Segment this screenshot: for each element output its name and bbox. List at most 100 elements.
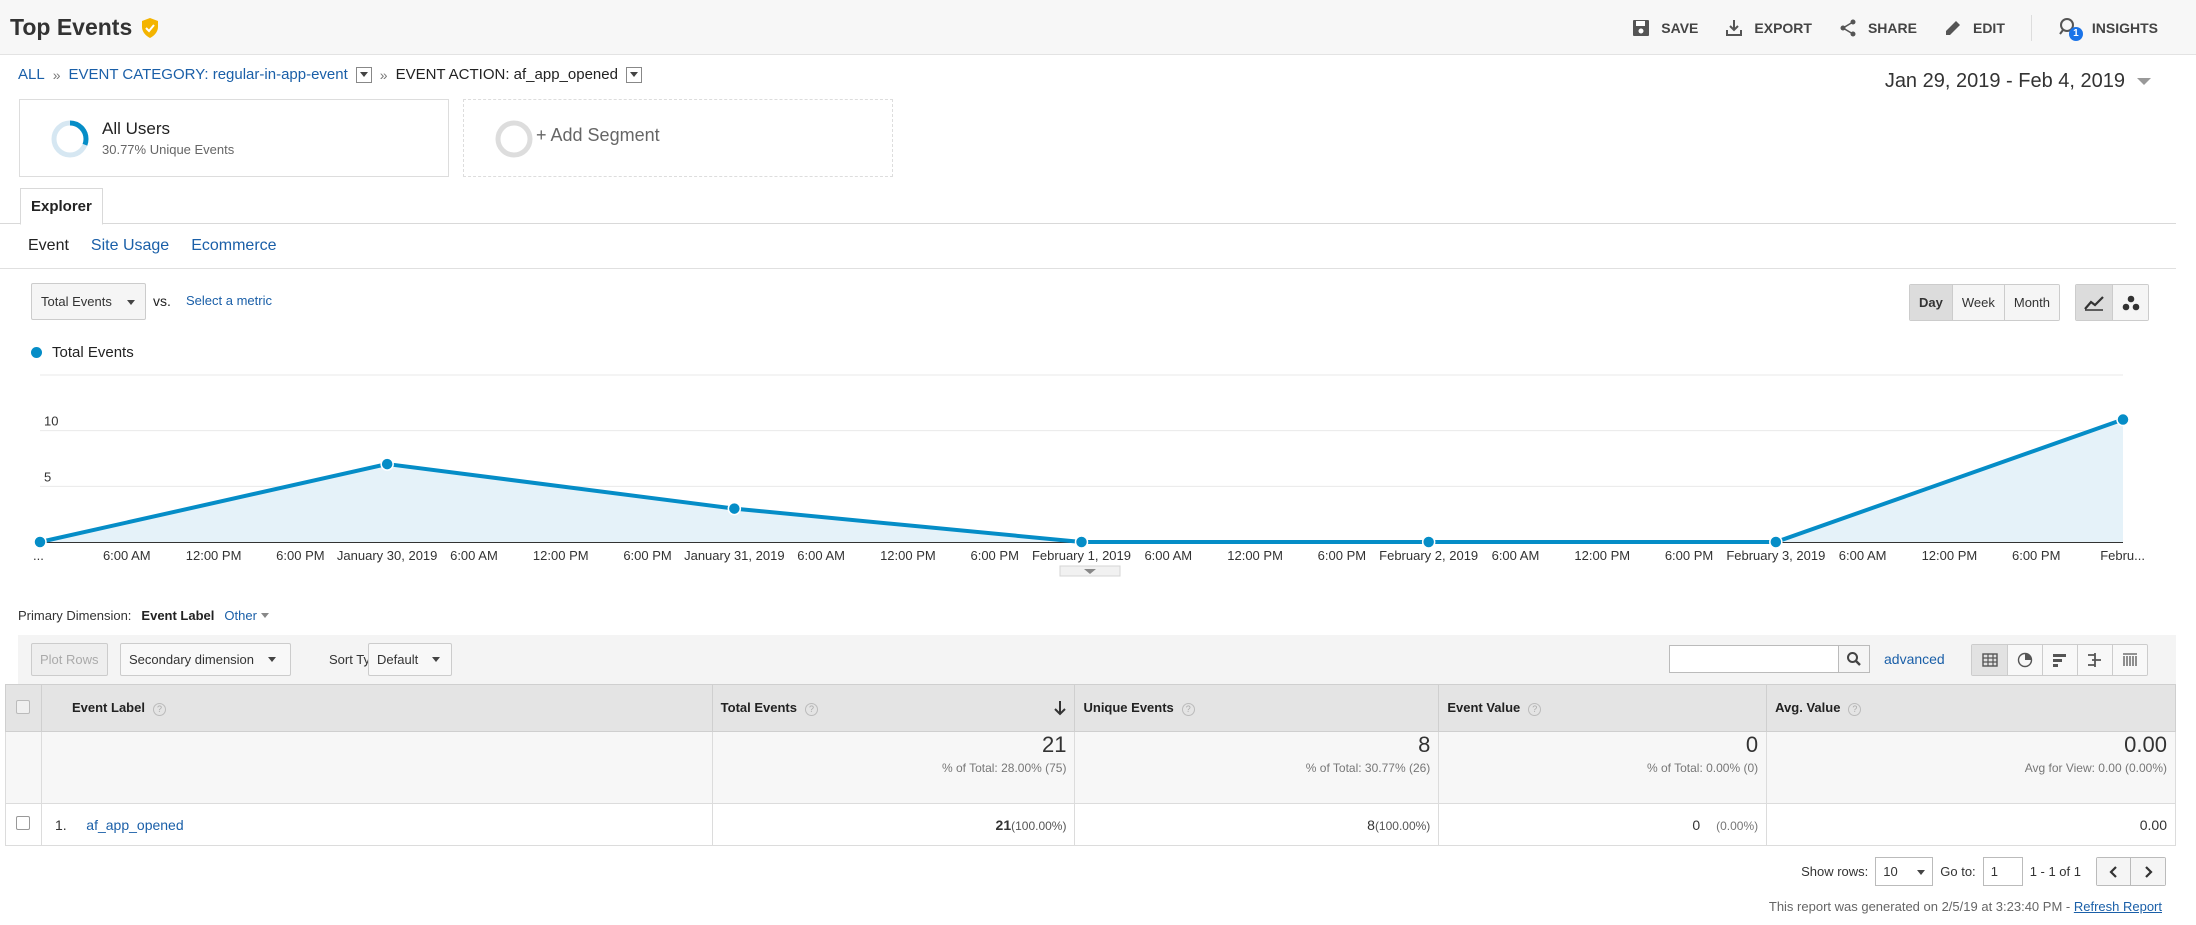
- chevron-left-icon: [2108, 865, 2117, 878]
- help-icon[interactable]: ?: [805, 702, 818, 716]
- chevron-down-icon: [127, 300, 135, 305]
- total-subtext: % of Total: 30.77% (26): [1305, 761, 1431, 775]
- column-header-label: Unique Events: [1083, 700, 1174, 716]
- total-value: 0.00: [2124, 732, 2167, 757]
- x-tick-label: 6:00 PM: [970, 548, 1018, 563]
- data-point: [2116, 412, 2130, 427]
- refresh-report-link[interactable]: Refresh Report: [2073, 899, 2162, 914]
- event-label-link[interactable]: af_app_opened: [86, 816, 184, 833]
- subtab-site-usage[interactable]: Site Usage: [90, 237, 170, 254]
- breadcrumb-category[interactable]: EVENT CATEGORY: regular-in-app-event: [68, 66, 348, 83]
- help-icon[interactable]: ?: [1528, 702, 1542, 716]
- column-header-label: Total Events: [720, 700, 797, 716]
- primary-dimension-value[interactable]: Event Label: [141, 608, 215, 623]
- data-point: [380, 457, 394, 471]
- x-tick-label: 6:00 AM: [1144, 548, 1192, 563]
- column-header-label: Avg. Value: [1775, 700, 1841, 716]
- avg-value-total: 0.00 Avg for View: 0.00 (0.00%): [1766, 731, 2176, 804]
- export-button[interactable]: EXPORT: [1724, 18, 1812, 38]
- page-title: Top Events: [10, 14, 160, 41]
- breadcrumb: ALL » EVENT CATEGORY: regular-in-app-eve…: [18, 66, 642, 83]
- other-dimension-dropdown[interactable]: Other: [224, 608, 269, 623]
- column-header-event-value[interactable]: Event Value?: [1438, 684, 1768, 732]
- insights-icon: 1: [2058, 16, 2083, 41]
- column-header-event-label[interactable]: Event Label?: [40, 684, 713, 732]
- day-button[interactable]: Day: [1910, 285, 1952, 320]
- pivot-view-button[interactable]: [2112, 645, 2147, 675]
- motion-chart-button[interactable]: [2112, 285, 2148, 320]
- select-all-checkbox[interactable]: [16, 699, 31, 714]
- total-subtext: % of Total: 0.00% (0): [1646, 761, 1759, 775]
- subtab-event[interactable]: Event: [28, 237, 69, 254]
- column-header-avg-value[interactable]: Avg. Value?: [1766, 684, 2176, 732]
- x-tick-label: 6:00 PM: [2012, 548, 2060, 563]
- table-toolbar: Plot Rows Secondary dimension Sort Type:…: [18, 635, 2176, 684]
- line-chart-icon: [2084, 295, 2104, 311]
- comparison-view-button[interactable]: [2077, 645, 2112, 675]
- share-icon: [1840, 19, 1856, 36]
- column-header-total-events[interactable]: Total Events?: [711, 684, 1076, 732]
- header-divider: [2030, 14, 2032, 41]
- segment-all-users[interactable]: All Users 30.77% Unique Events: [19, 99, 449, 177]
- segment-ring-icon: [51, 120, 89, 158]
- tab-explorer[interactable]: Explorer: [20, 188, 103, 225]
- period-toggle: Day Week Month: [1909, 284, 2060, 321]
- legend-label: Total Events: [52, 344, 134, 361]
- goto-input[interactable]: 1: [1982, 857, 2023, 886]
- x-tick-label: Febru...: [2100, 548, 2145, 563]
- help-icon[interactable]: ?: [1848, 702, 1862, 716]
- export-icon: [1726, 19, 1743, 36]
- share-label: SHARE: [1867, 19, 1917, 36]
- total-events-chart: 15 10 5... 6:00 AM 12:00 PM 6:00 PM January 30…: [33, 370, 2145, 577]
- table-search-button[interactable]: [1838, 645, 1870, 673]
- row-checkbox[interactable]: [16, 816, 31, 830]
- share-button[interactable]: SHARE: [1838, 18, 1917, 38]
- divider: [0, 268, 2176, 269]
- x-tick-label: 12:00 PM: [1574, 548, 1630, 563]
- line-chart-button[interactable]: [2076, 285, 2112, 320]
- week-button[interactable]: Week: [1951, 285, 2004, 320]
- goto-label: Go to:: [1940, 864, 1976, 879]
- totals-row: 21 % of Total: 28.00% (75) 8 % of Total: 3…: [5, 731, 2176, 804]
- pager-nav: [2096, 857, 2166, 886]
- metric-dropdown[interactable]: Total Events: [31, 283, 146, 320]
- chevron-down-icon: [2137, 78, 2151, 85]
- column-header-unique-events[interactable]: Unique Events?: [1074, 684, 1440, 732]
- performance-view-button[interactable]: [2042, 645, 2077, 675]
- save-button[interactable]: SAVE: [1631, 18, 1698, 38]
- secondary-dimension-dropdown[interactable]: Secondary dimension: [120, 643, 291, 676]
- add-segment-button[interactable]: + Add Segment: [463, 99, 893, 177]
- next-page-button[interactable]: [2131, 858, 2165, 885]
- plot-rows-button[interactable]: Plot Rows: [31, 643, 108, 676]
- x-tick-label: 12:00 PM: [1922, 548, 1978, 563]
- event-value-total: 0 % of Total: 0.00% (0): [1438, 731, 1768, 804]
- month-button[interactable]: Month: [2003, 285, 2059, 320]
- data-view-button[interactable]: [1972, 645, 2007, 675]
- cell-value: 8: [1367, 816, 1375, 833]
- other-dimension-label: Other: [224, 608, 257, 623]
- sort-descending-icon: [1054, 701, 1067, 716]
- y-tick-label: 10: [44, 414, 58, 429]
- select-metric-link[interactable]: Select a metric: [186, 293, 272, 308]
- sort-type-dropdown[interactable]: Default: [368, 643, 452, 676]
- date-range-picker[interactable]: Jan 29, 2019 - Feb 4, 2019: [1885, 70, 2151, 93]
- help-icon[interactable]: ?: [1181, 702, 1195, 716]
- events-table: Event Label? Total Events? Unique Events…: [5, 684, 2176, 846]
- show-rows-select[interactable]: 10: [1875, 857, 1934, 886]
- action-dropdown-toggle[interactable]: [625, 66, 642, 83]
- x-tick-label: 6:00 PM: [1665, 548, 1713, 563]
- subtab-ecommerce[interactable]: Ecommerce: [191, 237, 277, 254]
- breadcrumb-all[interactable]: ALL: [18, 66, 45, 83]
- advanced-filter-link[interactable]: advanced: [1884, 651, 1945, 667]
- table-search-input[interactable]: [1669, 645, 1839, 673]
- empty-segment-ring-icon: [495, 120, 533, 158]
- segment-name: All Users: [102, 119, 171, 138]
- previous-page-button[interactable]: [2097, 858, 2131, 885]
- edit-button[interactable]: EDIT: [1943, 18, 2005, 38]
- help-icon[interactable]: ?: [152, 702, 166, 716]
- percentage-view-button[interactable]: [2007, 645, 2042, 675]
- insights-button[interactable]: 1 INSIGHTS: [2058, 16, 2158, 41]
- pie-chart-icon: [2017, 652, 2033, 668]
- show-rows-value: 10: [1883, 864, 1898, 879]
- category-dropdown-toggle[interactable]: [355, 66, 372, 83]
